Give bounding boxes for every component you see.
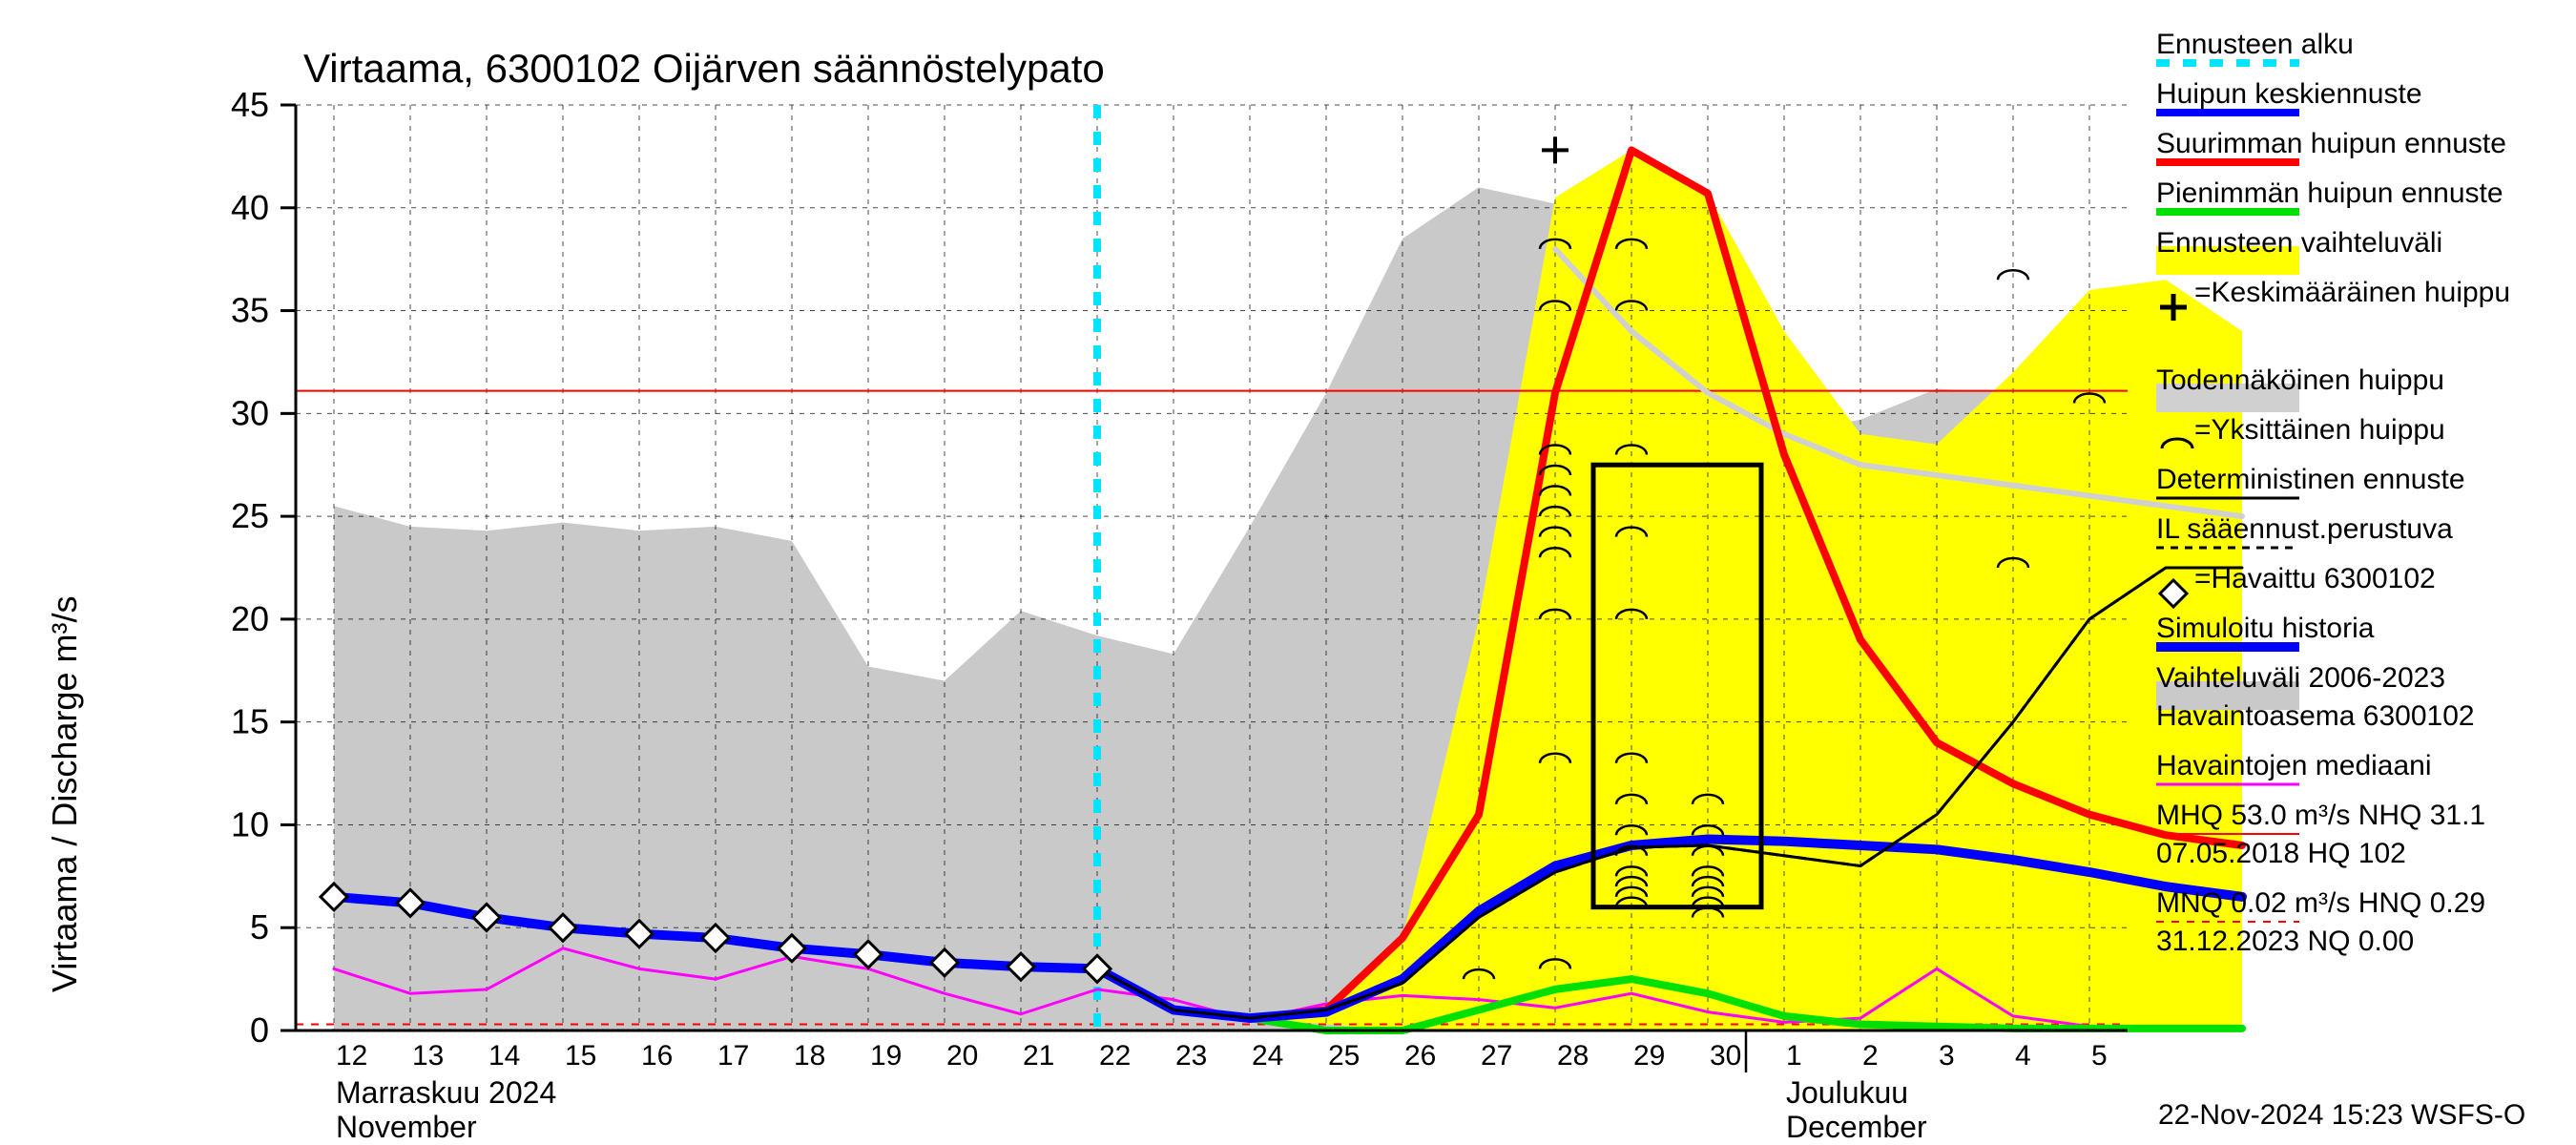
x-tick-label: 28 bbox=[1557, 1040, 1589, 1072]
legend-label: Havaintoasema 6300102 bbox=[2156, 700, 2475, 732]
x-tick-label: 22 bbox=[1099, 1040, 1131, 1072]
chart-title: Virtaama, 6300102 Oijärven säännöstelypa… bbox=[303, 46, 1105, 91]
x-tick-label: 13 bbox=[412, 1040, 444, 1072]
y-tick-label: 20 bbox=[231, 599, 269, 638]
legend-label: Todennäköinen huippu bbox=[2156, 364, 2444, 396]
x-tick-label: 24 bbox=[1252, 1040, 1283, 1072]
legend-label: Ennusteen alku bbox=[2156, 29, 2354, 60]
x-tick-label: 14 bbox=[488, 1040, 520, 1072]
y-tick-label: 10 bbox=[231, 804, 269, 843]
month-label-fi: Joulukuu bbox=[1786, 1075, 1908, 1110]
x-tick-label: 19 bbox=[870, 1040, 902, 1072]
x-tick-label: 23 bbox=[1175, 1040, 1207, 1072]
x-tick-label: 2 bbox=[1862, 1040, 1879, 1072]
y-tick-label: 40 bbox=[231, 188, 269, 227]
x-tick-label: 30 bbox=[1710, 1040, 1741, 1072]
legend-label: Havaintojen mediaani bbox=[2156, 750, 2432, 781]
x-tick-label: 12 bbox=[336, 1040, 367, 1072]
legend-label: Deterministinen ennuste bbox=[2156, 464, 2465, 495]
legend-label: 31.12.2023 NQ 0.00 bbox=[2156, 926, 2414, 957]
legend-label: 07.05.2018 HQ 102 bbox=[2156, 838, 2406, 869]
y-tick-label: 35 bbox=[231, 291, 269, 330]
y-tick-label: 25 bbox=[231, 496, 269, 535]
x-tick-label: 15 bbox=[565, 1040, 596, 1072]
legend-label: Simuloitu historia bbox=[2156, 613, 2375, 644]
x-tick-label: 27 bbox=[1481, 1040, 1512, 1072]
legend-label: =Keskimääräinen huippu bbox=[2194, 277, 2510, 308]
month-label-en: December bbox=[1786, 1110, 1927, 1144]
x-tick-label: 29 bbox=[1633, 1040, 1665, 1072]
x-tick-label: 1 bbox=[1786, 1040, 1802, 1072]
legend-label: Ennusteen vaihteluväli bbox=[2156, 227, 2442, 259]
month-label-fi: Marraskuu 2024 bbox=[336, 1075, 556, 1110]
x-tick-label: 20 bbox=[946, 1040, 978, 1072]
y-tick-label: 45 bbox=[231, 85, 269, 124]
legend-label: Vaihteluväli 2006-2023 bbox=[2156, 662, 2445, 694]
y-tick-label: 30 bbox=[231, 393, 269, 432]
y-tick-label: 0 bbox=[250, 1010, 269, 1050]
legend-label: IL sääennust.perustuva bbox=[2156, 513, 2453, 545]
x-tick-label: 17 bbox=[717, 1040, 749, 1072]
y-tick-label: 5 bbox=[250, 907, 269, 947]
x-tick-label: 26 bbox=[1404, 1040, 1436, 1072]
footer-timestamp: 22-Nov-2024 15:23 WSFS-O bbox=[2158, 1099, 2525, 1131]
legend-label: MNQ 0.02 m³/s HNQ 0.29 bbox=[2156, 887, 2485, 919]
x-tick-label: 25 bbox=[1328, 1040, 1360, 1072]
legend-label: Huipun keskiennuste bbox=[2156, 78, 2422, 110]
x-tick-label: 4 bbox=[2015, 1040, 2031, 1072]
x-tick-label: 5 bbox=[2091, 1040, 2108, 1072]
legend-label: Pienimmän huipun ennuste bbox=[2156, 177, 2503, 209]
legend-label: MHQ 53.0 m³/s NHQ 31.1 bbox=[2156, 800, 2485, 831]
x-tick-label: 18 bbox=[794, 1040, 825, 1072]
legend-label: =Yksittäinen huippu bbox=[2194, 414, 2445, 446]
x-tick-label: 3 bbox=[1939, 1040, 1955, 1072]
legend-label: Suurimman huipun ennuste bbox=[2156, 128, 2506, 159]
legend-label: =Havaittu 6300102 bbox=[2194, 563, 2436, 594]
month-label-en: November bbox=[336, 1110, 477, 1144]
discharge-forecast-chart: 0510152025303540451213141516171819202122… bbox=[0, 0, 2576, 1145]
x-tick-label: 16 bbox=[641, 1040, 673, 1072]
y-axis-label: Virtaama / Discharge m³/s bbox=[45, 596, 84, 992]
y-tick-label: 15 bbox=[231, 702, 269, 741]
x-tick-label: 21 bbox=[1023, 1040, 1054, 1072]
